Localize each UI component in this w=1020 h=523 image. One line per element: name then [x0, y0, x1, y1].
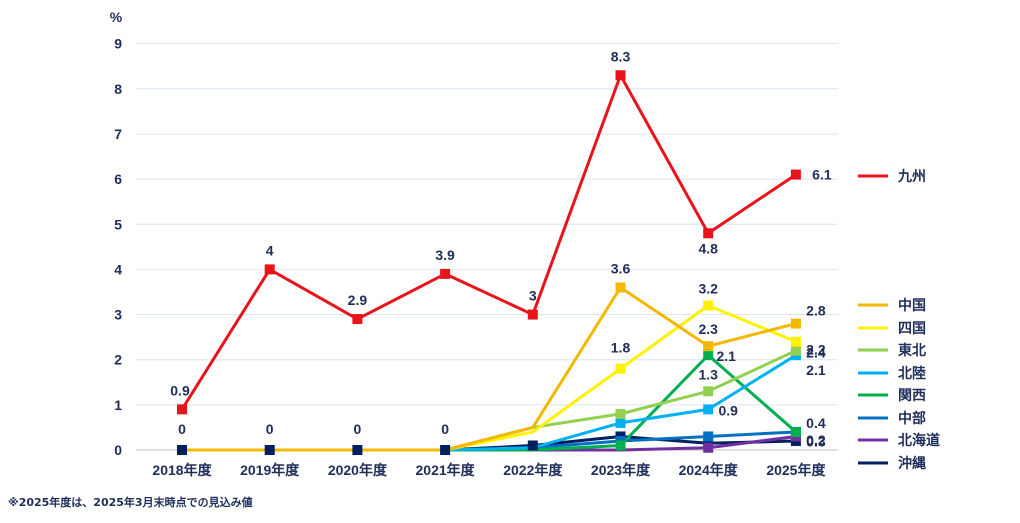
data-label: 3.6	[611, 260, 631, 276]
x-tick-label: 2018年度	[152, 462, 212, 478]
legend-label: 四国	[898, 320, 926, 336]
footnote: ※2025年度は、2025年3月末時点での見込み値	[8, 496, 253, 509]
data-point	[177, 404, 187, 415]
data-point	[177, 445, 187, 455]
legend-label: 中部	[898, 410, 926, 426]
data-point	[440, 268, 451, 279]
series-markers	[177, 70, 801, 455]
data-point	[703, 386, 714, 397]
data-label: 0.9	[170, 382, 190, 398]
data-label: 0	[354, 421, 362, 437]
data-label: 1.8	[611, 340, 631, 356]
data-point	[615, 363, 626, 374]
data-label: 0	[178, 421, 186, 437]
data-label: 2.1	[716, 348, 736, 364]
data-point	[790, 318, 801, 329]
y-tick-label: 8	[114, 81, 122, 97]
data-point	[790, 426, 801, 437]
data-label: 4.8	[698, 240, 718, 256]
data-label: 3.9	[435, 247, 455, 263]
legend-label: 中国	[898, 297, 926, 313]
series-line-中国	[182, 285, 797, 452]
data-label: 2.1	[806, 362, 826, 378]
data-label: 6.1	[812, 167, 832, 183]
legend-label: 沖縄	[898, 455, 926, 471]
legend-label: 九州	[897, 168, 926, 184]
data-point	[703, 431, 714, 442]
x-tick-labels: 2018年度 2019年度 2020年度 2021年度 2022年度 2023年度 2024…	[152, 462, 826, 478]
y-tick-label: 4	[114, 261, 122, 277]
x-tick-label: 2020年度	[328, 462, 388, 478]
y-tick-label: 6	[114, 171, 122, 187]
series-line-九州	[180, 73, 797, 411]
y-axis-unit: %	[110, 9, 123, 25]
data-label: 0.9	[718, 402, 738, 418]
data-label: 2.3	[698, 321, 718, 337]
data-label: 4	[266, 242, 274, 258]
y-tick-label: 3	[114, 307, 122, 323]
data-point	[703, 228, 714, 239]
data-label: 2.4	[806, 345, 826, 361]
legend-label: 東北	[898, 342, 926, 358]
legend-label: 北陸	[898, 365, 926, 381]
y-tick-label: 7	[114, 126, 122, 142]
y-tick-label: 2	[114, 352, 122, 368]
data-point	[615, 282, 626, 293]
y-tick-label: 1	[114, 397, 122, 413]
data-point	[352, 445, 363, 455]
data-point	[790, 345, 801, 356]
data-point	[615, 440, 626, 451]
data-point	[352, 314, 363, 325]
data-label: 0	[441, 421, 449, 437]
data-label: 0.4	[806, 415, 826, 431]
series-lines	[180, 73, 797, 452]
data-point	[703, 341, 714, 352]
data-point	[790, 336, 801, 347]
data-point	[703, 300, 714, 311]
data-label: 3	[529, 288, 537, 304]
data-point	[264, 264, 275, 275]
x-tick-label: 2022年度	[503, 462, 563, 478]
data-label: 8.3	[611, 48, 631, 64]
data-point	[703, 442, 714, 453]
data-label: 0	[266, 421, 274, 437]
y-tick-labels: 0 1 2 3 4 5 6 7 8 9	[114, 36, 122, 458]
data-point	[703, 350, 714, 361]
data-label: 2.2	[806, 342, 826, 358]
legend-label: 関西	[898, 387, 926, 403]
data-label: 1.3	[698, 366, 718, 382]
data-point	[527, 309, 538, 320]
data-point	[703, 404, 714, 415]
data-point	[440, 445, 451, 455]
data-label: 3.2	[698, 281, 718, 297]
x-tick-label: 2021年度	[416, 462, 476, 478]
y-tick-label: 5	[114, 216, 122, 232]
data-point	[264, 445, 275, 455]
data-point	[615, 408, 626, 419]
y-tick-label: 9	[114, 36, 122, 52]
data-point	[615, 417, 626, 428]
x-tick-label: 2023年度	[591, 462, 651, 478]
y-tick-label: 0	[114, 442, 122, 458]
data-labels: 0.9 4 2.9 3.9 3 8.3 4.8 6.1 3.6 2.3 2.8 1.8 3.2 2.4 1.…	[170, 48, 832, 449]
data-point	[790, 169, 801, 180]
data-label: 2.8	[806, 303, 826, 319]
grid-lines	[136, 43, 838, 451]
data-label: 0.3	[806, 433, 826, 449]
legend-label: 北海道	[898, 432, 940, 448]
data-label: 2.9	[348, 292, 368, 308]
data-point	[615, 70, 626, 81]
x-tick-label: 2019年度	[240, 462, 300, 478]
data-point	[527, 440, 538, 451]
x-tick-label: 2024年度	[679, 462, 739, 478]
data-label: 0.2	[806, 432, 826, 448]
x-tick-label: 2025年度	[766, 462, 826, 478]
